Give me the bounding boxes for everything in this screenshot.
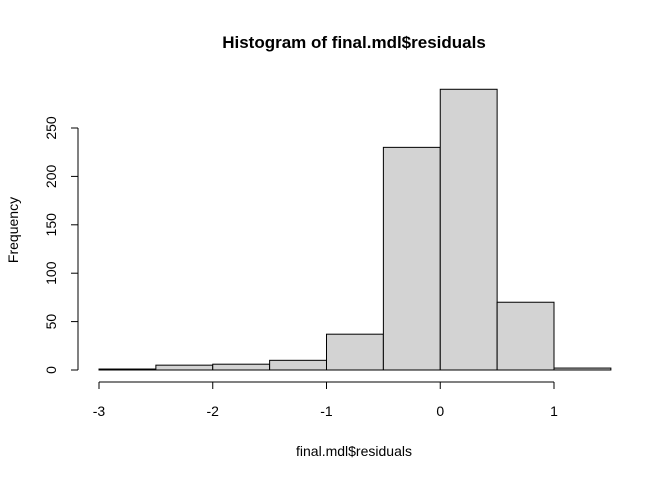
histogram-bar — [98, 368, 157, 371]
histogram-bar — [496, 301, 555, 371]
histogram-bar — [326, 333, 384, 371]
histogram-bar — [439, 88, 498, 371]
x-axis-label: final.mdl$residuals — [296, 443, 412, 459]
y-tick-label: 100 — [43, 261, 59, 285]
x-tick-label: -1 — [320, 403, 333, 419]
histogram-bar — [212, 363, 271, 371]
y-tick-label: 150 — [43, 213, 59, 237]
y-tick-label: 250 — [43, 116, 59, 140]
histogram-bar — [269, 359, 327, 371]
histogram-bar — [155, 364, 214, 371]
x-tick-label: -3 — [93, 403, 106, 419]
histogram-bar — [553, 367, 612, 371]
y-tick-label: 200 — [43, 165, 59, 189]
x-tick-label: 0 — [436, 403, 444, 419]
chart-title: Histogram of final.mdl$residuals — [222, 33, 486, 52]
y-tick-label: 50 — [43, 314, 59, 330]
x-tick-label: -2 — [207, 403, 220, 419]
y-axis-label: Frequency — [5, 197, 21, 263]
x-axis: -3 -2 -1 0 1 — [93, 381, 558, 419]
y-tick-label: 0 — [43, 366, 59, 374]
histogram-bar — [382, 146, 441, 371]
bars-group — [98, 88, 612, 371]
x-tick-label: 1 — [550, 403, 558, 419]
y-axis: 0 50 100 150 200 250 — [43, 116, 79, 374]
